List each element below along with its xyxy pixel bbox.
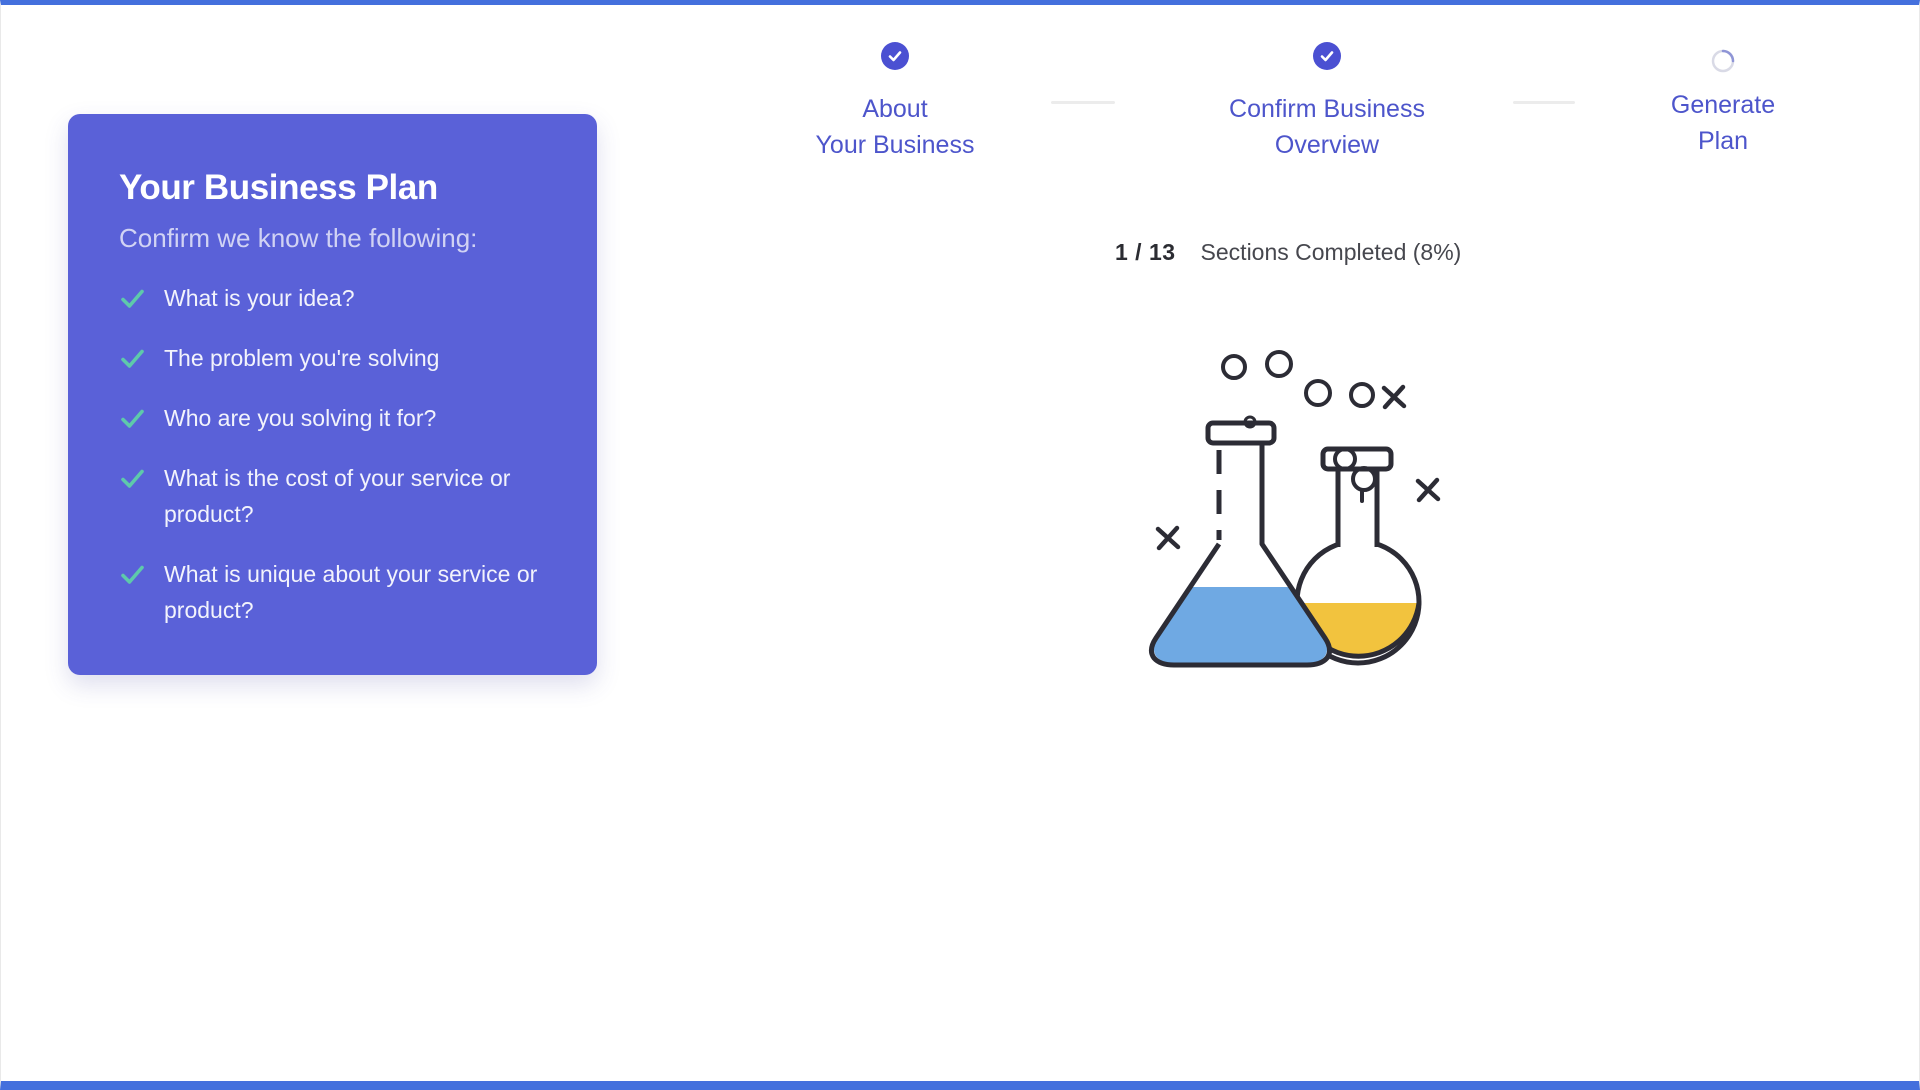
check-icon: [121, 565, 144, 584]
plan-card-title: Your Business Plan: [119, 168, 438, 207]
list-item-label: The problem you're solving: [164, 345, 440, 371]
list-item-label: What is unique about your service or pro…: [164, 561, 538, 623]
check-icon: [121, 349, 144, 368]
progress-label: Sections Completed (8%): [1200, 239, 1462, 265]
step-pending-icon: [1711, 49, 1735, 73]
step-label: Confirm Business Overview: [1229, 95, 1425, 159]
check-icon: [121, 409, 144, 428]
list-item: Who are you solving it for?: [119, 400, 547, 436]
list-item: What is your idea?: [119, 280, 547, 316]
list-item: What is the cost of your service or prod…: [119, 460, 547, 532]
stepper-connector: [1513, 101, 1575, 104]
stepper-connector: [1051, 101, 1115, 104]
sections-progress: 1 / 13 Sections Completed (8%): [1115, 239, 1461, 266]
step-label: Generate Plan: [1670, 91, 1776, 155]
check-icon: [121, 289, 144, 308]
progress-count: 1 / 13: [1115, 239, 1176, 265]
plan-card-subtitle: Confirm we know the following:: [119, 223, 478, 253]
step-label: About Your Business: [815, 95, 975, 159]
plan-checklist: What is your idea? The problem you're so…: [119, 280, 547, 628]
chemistry-flasks-illustration: [1148, 350, 1441, 668]
list-item-label: What is the cost of your service or prod…: [164, 465, 511, 527]
list-item: The problem you're solving: [119, 340, 547, 376]
list-item-label: What is your idea?: [164, 285, 355, 311]
stepper-step-generate-plan[interactable]: Generate Plan: [1603, 49, 1843, 159]
stepper-step-about-your-business[interactable]: About Your Business: [775, 42, 1015, 163]
business-plan-card: Your Business Plan Confirm we know the f…: [68, 114, 597, 675]
step-completed-icon: [1313, 42, 1341, 70]
check-icon: [121, 469, 144, 488]
step-completed-icon: [881, 42, 909, 70]
list-item: What is unique about your service or pro…: [119, 556, 547, 628]
stepper-step-confirm-business-overview[interactable]: Confirm Business Overview: [1207, 42, 1447, 163]
list-item-label: Who are you solving it for?: [164, 405, 437, 431]
